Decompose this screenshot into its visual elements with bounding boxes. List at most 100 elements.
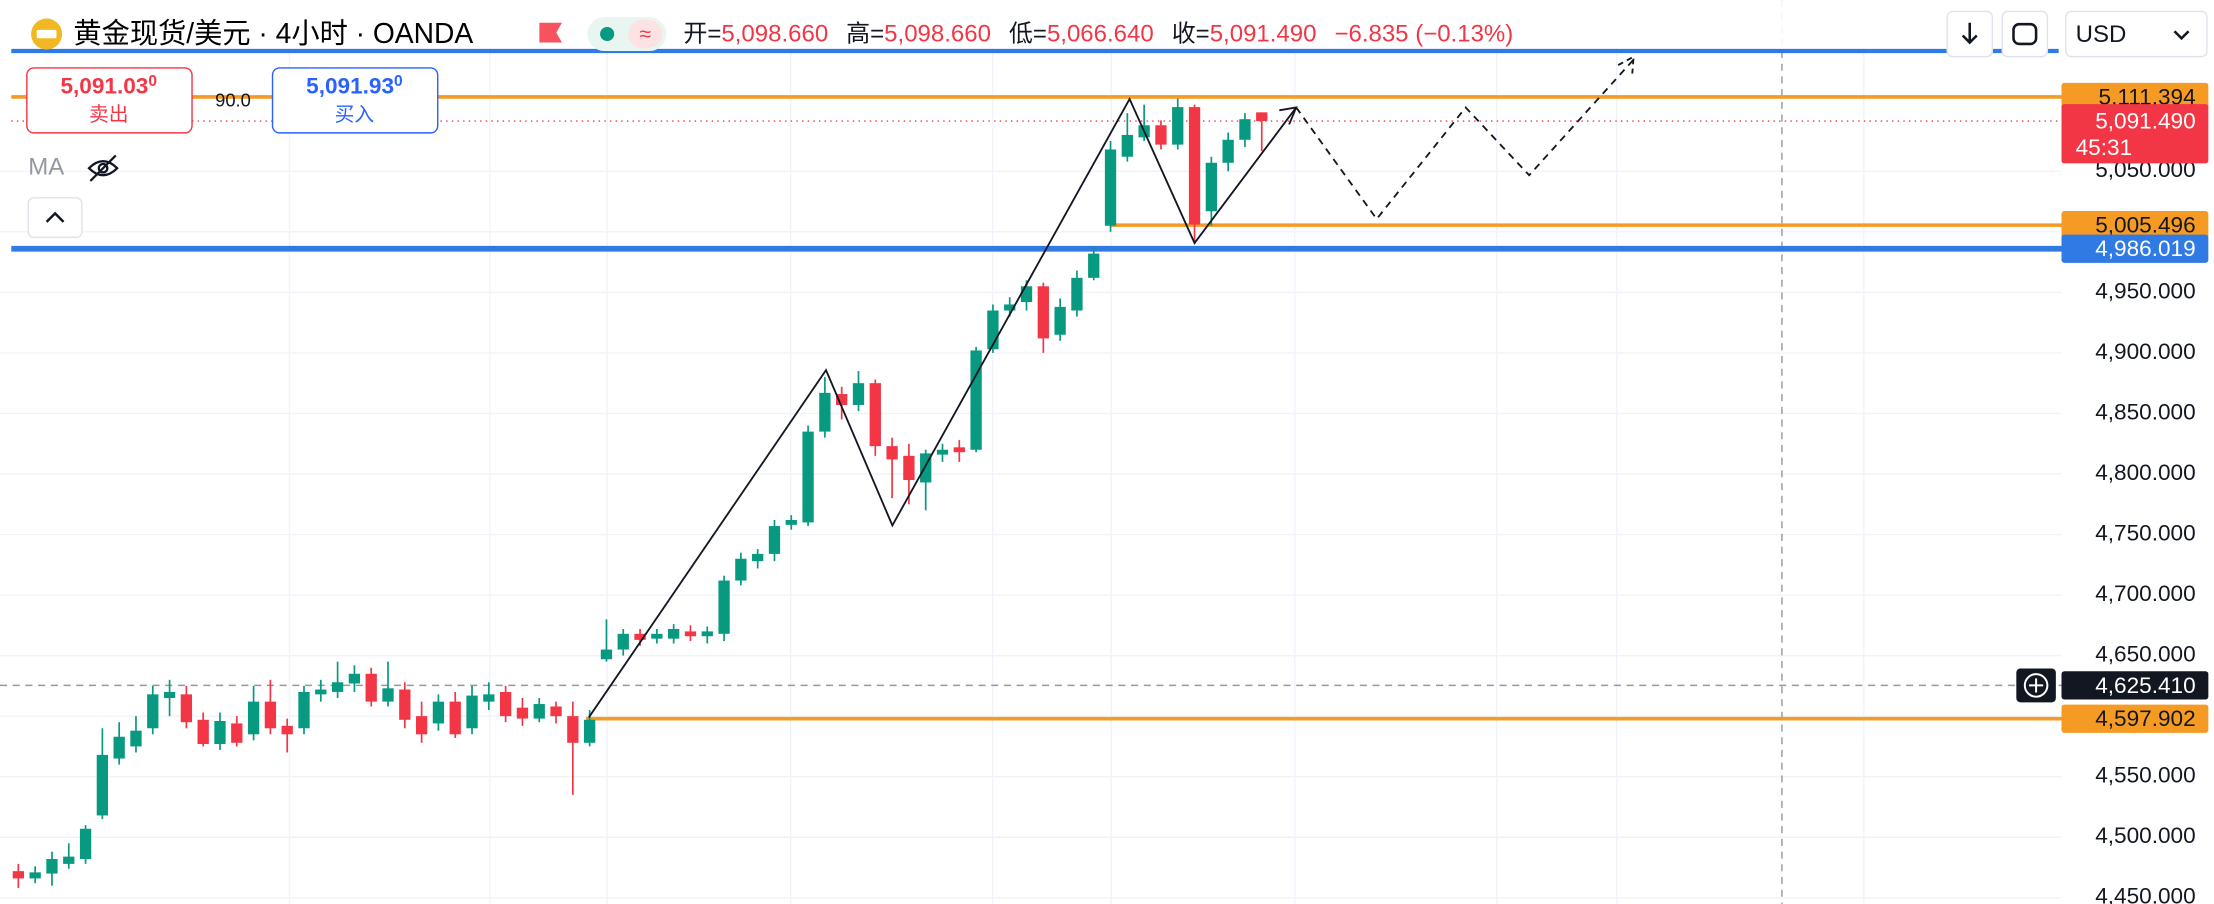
open-label: 开= — [683, 21, 721, 48]
ohlc: 开=5,098.660 高=5,098.660 低=5,066.640 收=5,… — [683, 21, 1513, 48]
candle-body — [1121, 134, 1133, 157]
projection-drawing — [1295, 58, 1635, 221]
last-price-bg — [2061, 104, 2209, 164]
candle-body — [684, 631, 697, 637]
candle-body — [735, 558, 747, 581]
status-dot — [600, 26, 615, 42]
price-label-bg — [2061, 671, 2209, 700]
candle-body — [785, 519, 797, 525]
candle-body — [197, 719, 209, 745]
candle-body — [852, 383, 865, 405]
candle-body — [29, 872, 41, 879]
candle-body — [516, 707, 529, 719]
candle-body — [1088, 253, 1100, 278]
low-label: 低= — [1009, 21, 1047, 48]
candle-body — [365, 673, 377, 702]
close-value: 5,091.490 — [1210, 21, 1317, 48]
refresh-icon — [2012, 22, 2038, 46]
sell-button[interactable] — [26, 67, 193, 134]
low-value: 5,066.640 — [1047, 21, 1154, 48]
candle-body — [1054, 306, 1066, 335]
price-lines — [0, 95, 2062, 721]
candle-body — [920, 453, 932, 483]
candle-body — [886, 446, 898, 460]
candle-body — [752, 553, 764, 562]
candle-body — [1155, 125, 1167, 145]
collapse-icon — [45, 211, 65, 223]
price-labels: 5,111.3945,005.4964,986.0194,597.9025,09… — [2016, 82, 2209, 733]
price-label-bg — [2061, 211, 2209, 240]
price-label: 4,986.019 — [2095, 236, 2195, 261]
price-label: 5,005.496 — [2095, 213, 2195, 238]
candle-body — [533, 704, 545, 719]
candle-body — [331, 682, 344, 692]
candle-body — [617, 633, 629, 650]
y-tick-label: 4,650.000 — [2095, 642, 2195, 667]
price-label: 4,625.410 — [2095, 673, 2195, 698]
candle-body — [701, 631, 713, 637]
buy-price-main: 5,091.93 — [306, 74, 394, 99]
candle-body — [79, 828, 92, 860]
candle-body — [113, 736, 125, 759]
hide-icon[interactable] — [87, 154, 119, 182]
candle-body — [298, 691, 310, 729]
candle-body — [970, 350, 982, 450]
collapse-button[interactable] — [27, 197, 83, 239]
header-bg — [0, 0, 2059, 49]
candle-body — [399, 689, 411, 720]
pupil — [97, 162, 109, 174]
countdown: 45:31 — [2076, 135, 2133, 160]
download-icon — [1961, 22, 1978, 45]
y-tick-label: 4,800.000 — [2095, 460, 2195, 485]
refresh-button[interactable] — [2001, 10, 2049, 58]
candle-body — [466, 695, 478, 729]
crosshair-plus-sign — [2029, 678, 2044, 693]
candle-body — [1222, 139, 1234, 163]
candle-body — [483, 694, 495, 702]
candle-body — [348, 673, 361, 684]
candle-body — [432, 701, 445, 724]
flag-icon[interactable] — [539, 22, 562, 43]
candle-body — [499, 691, 512, 717]
price-label-bg — [2061, 704, 2209, 733]
y-tick-label: 4,500.000 — [2095, 823, 2195, 848]
wave-icon: ≈ — [639, 23, 651, 46]
candle-body — [1205, 162, 1217, 212]
candle-body — [1037, 286, 1049, 339]
candle-body — [869, 383, 881, 447]
candle-body — [46, 859, 58, 874]
candle-body — [214, 720, 226, 745]
buy-button[interactable] — [271, 67, 439, 134]
sell-price: 5,091.030 — [60, 73, 157, 99]
candle-body — [987, 310, 999, 350]
y-tick-label: 4,550.000 — [2095, 763, 2195, 788]
candle-body — [1071, 277, 1083, 311]
symbol-icon-bar — [36, 29, 57, 39]
symbol[interactable]: 黄金现货/美元 · 4小时 · OANDA — [73, 17, 473, 49]
candle-body — [903, 455, 915, 481]
currency-select[interactable] — [2065, 10, 2208, 58]
price-label-bg — [2061, 234, 2209, 263]
candle-body — [819, 392, 831, 432]
candle-body — [247, 701, 260, 735]
candle-body — [583, 719, 596, 743]
buy-label: 买入 — [335, 104, 375, 126]
candle-body — [231, 723, 243, 743]
candle-body — [718, 580, 730, 634]
candle-body — [668, 628, 680, 639]
price-label-bg — [2061, 82, 2209, 112]
candle-body — [264, 701, 277, 729]
candle-body — [802, 431, 814, 523]
candle-body — [768, 526, 781, 554]
candle-body — [1172, 107, 1184, 145]
buy-price-sup: 0 — [394, 73, 403, 90]
candle-body — [12, 871, 25, 879]
spread: 90.0 — [215, 90, 251, 111]
drawings — [588, 55, 1635, 718]
y-tick-label: 4,700.000 — [2095, 581, 2195, 606]
candle-body — [1239, 119, 1251, 140]
indicator-name[interactable]: MA — [28, 154, 64, 181]
candle-body — [953, 447, 965, 453]
